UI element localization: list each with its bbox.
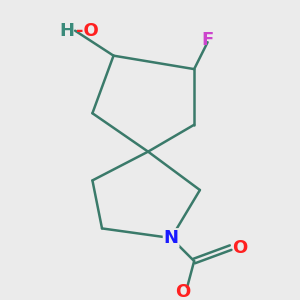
Text: H: H [59, 22, 74, 40]
Text: O: O [232, 238, 248, 256]
Text: O: O [175, 283, 190, 300]
Text: F: F [202, 31, 214, 49]
Text: -O: -O [76, 22, 99, 40]
Text: N: N [164, 229, 178, 247]
